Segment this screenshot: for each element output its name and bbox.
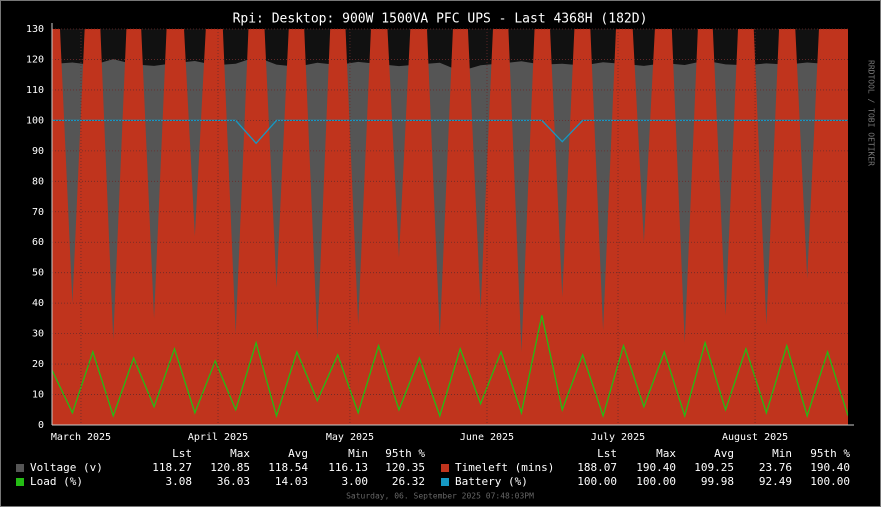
- y-tick-label: 90: [32, 146, 44, 157]
- footer: Saturday, 06. September 2025 07:48:03PM: [346, 492, 534, 501]
- area: [52, 29, 848, 425]
- y-tick-label: 130: [26, 24, 44, 35]
- y-tick-label: 0: [38, 420, 44, 431]
- legend-stat: 3.00: [342, 475, 369, 488]
- legend-stat: 99.98: [701, 475, 734, 488]
- legend-label: Voltage (v): [30, 461, 103, 474]
- plot: [52, 29, 848, 425]
- legend-swatch: [16, 478, 24, 486]
- stat-header: Lst: [597, 447, 617, 460]
- y-tick-label: 70: [32, 207, 44, 218]
- legend-swatch: [441, 464, 449, 472]
- legend-stat: 120.35: [385, 461, 425, 474]
- legend-stat: 100.00: [810, 475, 850, 488]
- legend-stat: 100.00: [636, 475, 676, 488]
- stat-header: Max: [656, 447, 676, 460]
- legend-swatch: [441, 478, 449, 486]
- x-tick-label: April 2025: [188, 432, 248, 443]
- legend-stat: 120.85: [210, 461, 250, 474]
- legend-stat: 190.40: [636, 461, 676, 474]
- legend-stat: 116.13: [328, 461, 368, 474]
- y-tick-label: 20: [32, 359, 44, 370]
- y-tick-label: 50: [32, 268, 44, 279]
- y-tick-label: 60: [32, 237, 44, 248]
- stat-header: Avg: [288, 447, 308, 460]
- legend-stat: 100.00: [577, 475, 617, 488]
- stat-header: Avg: [714, 447, 734, 460]
- legend-swatch: [16, 464, 24, 472]
- stat-header: 95th %: [385, 447, 425, 460]
- legend-stat: 26.32: [392, 475, 425, 488]
- stat-header: Min: [348, 447, 368, 460]
- y-tick-label: 30: [32, 329, 44, 340]
- chart-title: Rpi: Desktop: 900W 1500VA PFC UPS - Last…: [233, 12, 648, 27]
- x-tick-label: May 2025: [326, 432, 374, 443]
- legend-stat: 190.40: [810, 461, 850, 474]
- stat-header: Lst: [172, 447, 192, 460]
- x-tick-label: July 2025: [591, 432, 645, 443]
- legend-label: Battery (%): [455, 475, 528, 488]
- legend-stat: 23.76: [759, 461, 792, 474]
- stat-header: 95th %: [810, 447, 850, 460]
- legend-label: Load (%): [30, 475, 83, 488]
- legend-stat: 36.03: [217, 475, 250, 488]
- y-tick-label: 120: [26, 54, 44, 65]
- legend-stat: 118.54: [268, 461, 308, 474]
- x-tick-label: June 2025: [460, 432, 514, 443]
- legend-label: Timeleft (mins): [455, 461, 554, 474]
- y-tick-label: 10: [32, 390, 44, 401]
- legend-stat: 3.08: [166, 475, 193, 488]
- legend-stat: 14.03: [275, 475, 308, 488]
- legend-stat: 92.49: [759, 475, 792, 488]
- y-tick-label: 100: [26, 115, 44, 126]
- legend-stat: 188.07: [577, 461, 617, 474]
- y-tick-label: 110: [26, 85, 44, 96]
- y-tick-label: 80: [32, 176, 44, 187]
- stat-header: Min: [772, 447, 792, 460]
- legend-stat: 109.25: [694, 461, 734, 474]
- legend-stat: 118.27: [152, 461, 192, 474]
- line: [52, 315, 848, 419]
- x-tick-label: March 2025: [51, 432, 111, 443]
- side-label: RRDTOOL / TOBI OETIKER: [867, 60, 876, 166]
- y-tick-label: 40: [32, 298, 44, 309]
- x-tick-label: August 2025: [722, 432, 788, 443]
- stat-header: Max: [230, 447, 250, 460]
